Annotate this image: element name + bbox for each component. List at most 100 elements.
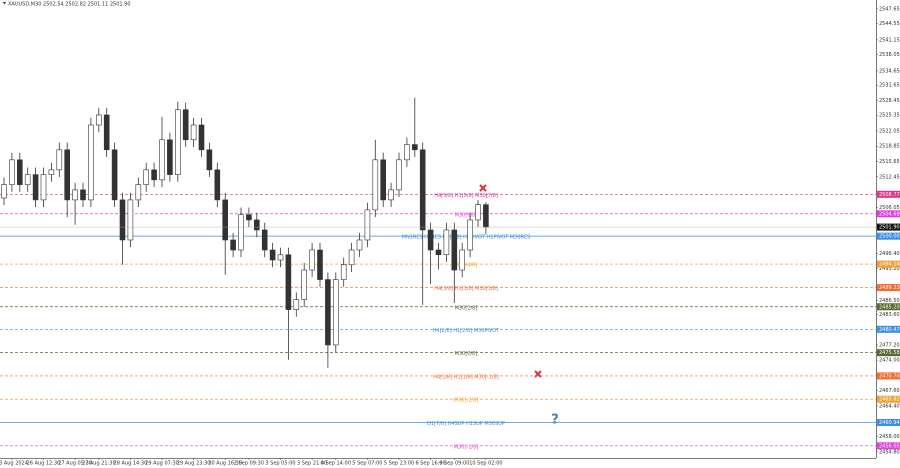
y-tick-label: 2531.65 — [879, 83, 900, 89]
level-price-label: 2480.47 — [879, 327, 900, 333]
x-tick-label: 3 Sep 05:00 — [265, 461, 295, 467]
candle-body — [119, 199, 126, 241]
candle-body — [404, 144, 410, 161]
x-tick-label: 6 Sep 16:00 — [415, 461, 445, 467]
y-tick-label: 2534.65 — [879, 68, 900, 74]
level-text: MN1RES H1RES D1[7/8] H4PIVOT H1PIVOT M30… — [402, 235, 531, 241]
candle-body — [317, 249, 323, 280]
level-text: H4[5/8] H1[5/8] M30[7/8] — [434, 193, 498, 199]
candle-body — [190, 124, 197, 141]
candle-body — [40, 174, 47, 201]
level-text: H4[1/8] H1[1/8] M30[-1/8] — [433, 374, 498, 380]
candle-body — [332, 279, 339, 346]
x-tick-label: 5 Sep 07:00 — [352, 461, 382, 467]
candle-body — [325, 279, 331, 346]
candle-body — [206, 149, 213, 171]
x-tick-label: 10 Sep 02:00 — [469, 461, 502, 467]
level-text: H4[2/8] H1[2/8] M30PIVOT — [433, 328, 500, 334]
level-price-box — [877, 190, 900, 198]
candle-body — [380, 159, 387, 201]
candle-body — [159, 139, 165, 181]
y-tick-label: 2496.40 — [879, 251, 900, 257]
candle-body — [475, 204, 481, 221]
level-price-box — [877, 210, 900, 218]
y-tick-label: 2493.20 — [879, 266, 900, 272]
level-price-box — [877, 372, 900, 380]
candle-body — [9, 159, 15, 185]
x-tick-label: 4 Sep 14:00 — [321, 461, 351, 467]
red-cross-1 — [479, 184, 487, 192]
x-tick-label: 5 Sep 23:00 — [384, 461, 414, 467]
candle-body — [285, 254, 292, 310]
candle-body — [198, 124, 205, 151]
level-price-label: 2460.94 — [879, 420, 900, 426]
candle-body — [435, 249, 442, 256]
candle-body — [411, 144, 418, 151]
level-price-box — [877, 419, 900, 427]
candle-body — [443, 229, 450, 256]
level-price-label: 2470.70 — [879, 373, 900, 379]
candle-body — [348, 249, 355, 266]
level-price-box — [877, 442, 900, 450]
candle-body — [301, 269, 308, 300]
y-tick-label: 2547.65 — [879, 6, 900, 12]
level-price-label: 2504.69 — [879, 211, 900, 217]
level-price-label: 2465.82 — [879, 397, 900, 403]
candle-body — [111, 149, 118, 201]
candle-body — [396, 159, 402, 191]
y-tick-label: 2518.85 — [879, 144, 900, 150]
x-tick-label: 3 Sep 21:00 — [297, 461, 327, 467]
level-text: M30[4/8] — [455, 263, 478, 269]
y-tick-label: 2477.20 — [879, 342, 900, 348]
level-price-label: 2508.77 — [879, 192, 900, 198]
x-tick-label: 2 Sep 09:30 — [234, 461, 264, 467]
level-price-box — [877, 325, 900, 333]
candle-body — [451, 229, 458, 271]
level-price-box — [877, 260, 900, 268]
y-tick-label: 2467.60 — [879, 388, 900, 394]
candle-body — [364, 209, 371, 241]
current-price-box — [877, 223, 900, 231]
candle-body — [48, 169, 55, 175]
level-price-box — [877, 232, 900, 240]
y-tick-label: 2525.35 — [879, 113, 900, 119]
candle-body — [427, 229, 434, 251]
candle-body — [467, 219, 473, 251]
y-tick-label: 2506.05 — [879, 205, 900, 211]
y-tick-label: 2528.45 — [879, 98, 900, 104]
candle-body — [88, 124, 94, 201]
level-price-label: 2489.23 — [879, 285, 900, 291]
candle-body — [230, 239, 236, 251]
level-price-box — [877, 395, 900, 403]
y-tick-label: 2454.80 — [879, 449, 900, 455]
candle-body — [261, 229, 268, 251]
candle-body — [64, 149, 70, 201]
level-text: M30[0/8] — [455, 351, 478, 357]
current-price-label: 2501.90 — [879, 225, 900, 231]
chart-title: XAUUSD,M30 2502.54 2502.82 2501.11 2501.… — [8, 2, 131, 8]
x-tick-label: 29 Aug 23:30 — [177, 461, 211, 467]
candle-body — [32, 174, 39, 201]
candle-body — [269, 249, 276, 261]
y-tick-label: 2483.60 — [879, 312, 900, 318]
y-tick-label: 2512.45 — [879, 174, 900, 180]
level-price-label: 2485.20 — [879, 304, 900, 310]
x-tick-label: 27 Aug 05:30 — [58, 461, 92, 467]
level-text: H4[3/8] H1[3/8] M30[3/8] — [434, 286, 498, 292]
candle-body — [483, 204, 489, 228]
candle-body — [151, 169, 157, 181]
candle-body — [24, 174, 31, 185]
candle-body — [80, 189, 86, 201]
candle-body — [277, 254, 284, 261]
level-text: D1[7/8] H4SUP H1SUP M30SUP — [427, 421, 505, 427]
level-price-label: 2494.14 — [879, 262, 900, 268]
level-text: M30[2/8] — [455, 305, 478, 311]
candle-body — [167, 139, 173, 175]
level-price-label: 2456.05 — [879, 443, 900, 449]
x-tick-label: 29 Aug 07:30 — [145, 461, 179, 467]
candle-body — [254, 219, 260, 231]
x-tick-label: 30 Aug 16:30 — [208, 461, 242, 467]
candle-body — [246, 214, 252, 221]
candle-body — [72, 189, 78, 201]
